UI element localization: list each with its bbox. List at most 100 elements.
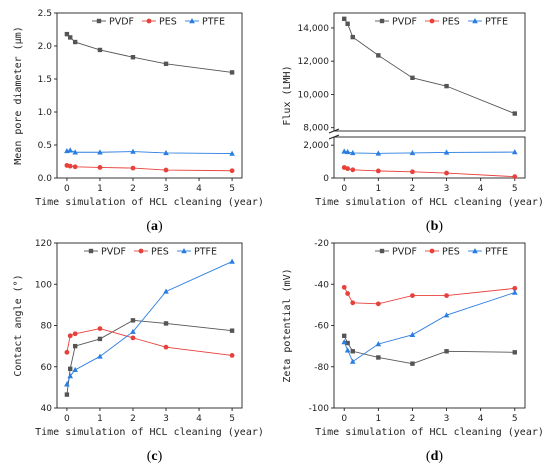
data-point (349, 358, 356, 364)
y-tick-label: 12,000 (298, 57, 330, 67)
plot-frame-upper (333, 12, 526, 132)
legend: PVDF PES PTFE (84, 247, 217, 258)
data-point (97, 326, 103, 331)
data-point (345, 291, 351, 296)
data-point (130, 328, 136, 334)
y-tick-label: -80 (314, 363, 329, 373)
data-point (64, 349, 70, 355)
legend-label: PVDF (109, 17, 134, 28)
y-axis-label: Contact angle (°) (13, 274, 24, 376)
x-tick-label: 0 (341, 414, 347, 424)
series-line (343, 292, 515, 363)
data-point (344, 148, 351, 155)
legend-label: PTFE (202, 17, 225, 28)
x-tick-label: 2 (130, 184, 136, 194)
series-line (66, 149, 233, 155)
legend-entry-pvdf: PVDF (375, 17, 417, 28)
y-tick-label: 100 (35, 280, 52, 290)
y-tick-label: 10,000 (298, 90, 330, 100)
legend-entry-ptfe: PTFE (468, 17, 508, 28)
x-tick-label: 4 (196, 184, 202, 194)
legend: PVDF PES PTFE (375, 247, 508, 258)
data-point (64, 31, 70, 37)
data-point (229, 328, 235, 333)
data-point (349, 149, 356, 156)
y-tick-label: 0 (323, 174, 329, 184)
x-tick-label: 1 (97, 184, 103, 194)
series-line (344, 167, 515, 178)
data-point (130, 55, 136, 60)
data-point (350, 167, 356, 173)
data-point (341, 339, 348, 345)
data-point (68, 366, 73, 372)
y-tick-label: 40 (41, 404, 53, 414)
series-line (66, 165, 233, 172)
y-tick-label: 1.5 (38, 75, 52, 85)
data-point (72, 331, 78, 337)
legend-label: PES (151, 247, 169, 258)
data-point (130, 335, 136, 341)
data-point (444, 170, 449, 176)
data-point (130, 165, 136, 171)
x-tick-label: 3 (163, 414, 169, 424)
data-point (376, 355, 381, 360)
y-tick-label: 8,000 (303, 124, 329, 134)
data-point (350, 34, 355, 40)
data-point (512, 350, 517, 355)
legend-label: PTFE (485, 247, 508, 258)
legend-marker (472, 18, 478, 24)
data-point (97, 336, 103, 342)
legend-marker (96, 18, 102, 24)
x-tick-label: 4 (478, 184, 484, 194)
series-pes (341, 284, 518, 307)
x-axis-label: Time simulation of HCL cleaning (year) (35, 197, 264, 208)
legend-entry-pes: PES (142, 17, 177, 28)
data-point (68, 35, 73, 40)
y-tick-label: 2,000 (303, 141, 329, 151)
data-point (67, 147, 74, 153)
data-point (350, 349, 355, 354)
data-point (512, 285, 518, 291)
data-point (375, 150, 382, 156)
chart-panel-a: 0 1 2 3 4 5 0.0 0.5 1.0 1.5 2.0 2.5 Time simulation … (13, 9, 264, 234)
data-point (410, 75, 415, 81)
y-tick-label: 14,000 (298, 24, 330, 34)
legend-entry-ptfe: PTFE (185, 17, 225, 28)
series-line (66, 319, 233, 395)
y-tick-label: 80 (41, 322, 53, 332)
y-axis-label: Mean pore diameter (μm) (13, 26, 24, 164)
data-point (97, 165, 103, 170)
data-point (163, 321, 169, 326)
data-point (410, 361, 415, 366)
y-tick-label: 2.0 (38, 42, 53, 52)
y-tick-label: 60 (41, 363, 53, 373)
x-tick-label: 1 (375, 414, 381, 424)
data-point (229, 150, 235, 156)
series-line (66, 261, 233, 385)
legend-marker (138, 248, 144, 254)
data-point (67, 163, 73, 169)
y-tick-label: -60 (314, 322, 329, 332)
data-point (375, 301, 381, 307)
x-axis-label: Time simulation of HCL cleaning (year) (35, 427, 264, 438)
x-axis-label: Time simulation of HCL cleaning (year) (315, 197, 544, 208)
x-tick-label: 3 (444, 414, 450, 424)
data-point (345, 340, 350, 346)
data-point (130, 318, 136, 323)
x-tick-label: 0 (64, 414, 70, 424)
data-point (443, 312, 450, 318)
legend-entry-pes: PES (425, 247, 460, 258)
data-point (409, 149, 416, 156)
data-point (64, 381, 70, 387)
series-pvdf (342, 16, 517, 116)
data-point (97, 149, 103, 155)
data-point (511, 289, 518, 295)
data-point (409, 331, 416, 337)
x-tick-label: 4 (478, 414, 484, 424)
data-point (229, 168, 235, 174)
legend-entry-pes: PES (134, 247, 169, 258)
legend-marker (472, 248, 478, 254)
legend-marker (146, 18, 152, 24)
data-point (72, 39, 78, 45)
